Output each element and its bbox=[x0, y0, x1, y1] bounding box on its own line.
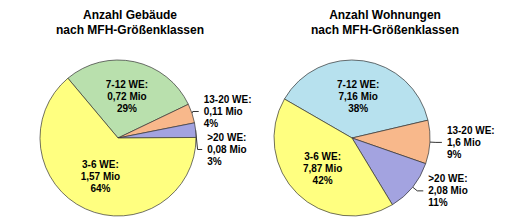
svg-text:Anzahl Gebäude: Anzahl Gebäude bbox=[83, 8, 177, 22]
svg-text:>20 WE:: >20 WE: bbox=[428, 173, 467, 184]
svg-text:7-12 WE:: 7-12 WE: bbox=[106, 79, 148, 90]
svg-text:0,08 Mio: 0,08 Mio bbox=[207, 144, 246, 155]
svg-text:nach MFH-Größenklassen: nach MFH-Größenklassen bbox=[56, 23, 204, 37]
svg-text:7,87 Mio: 7,87 Mio bbox=[303, 163, 342, 174]
svg-text:4%: 4% bbox=[204, 118, 219, 129]
svg-text:3-6 WE:: 3-6 WE: bbox=[82, 159, 119, 170]
svg-text:38%: 38% bbox=[348, 103, 368, 114]
svg-text:13-20 WE:: 13-20 WE: bbox=[204, 94, 252, 105]
svg-text:nach MFH-Größenklassen: nach MFH-Größenklassen bbox=[311, 23, 459, 37]
svg-text:2,08 Mio: 2,08 Mio bbox=[428, 185, 467, 196]
svg-text:3-6 WE:: 3-6 WE: bbox=[304, 151, 341, 162]
svg-text:64%: 64% bbox=[90, 183, 110, 194]
svg-text:42%: 42% bbox=[313, 175, 333, 186]
svg-text:Anzahl Wohnungen: Anzahl Wohnungen bbox=[329, 8, 441, 22]
svg-text:>20 WE:: >20 WE: bbox=[207, 132, 246, 143]
svg-text:11%: 11% bbox=[428, 197, 448, 208]
svg-text:13-20 WE:: 13-20 WE: bbox=[447, 125, 495, 136]
svg-text:3%: 3% bbox=[207, 156, 222, 167]
svg-text:1,6 Mio: 1,6 Mio bbox=[447, 137, 481, 148]
svg-text:1,57 Mio: 1,57 Mio bbox=[81, 171, 120, 182]
svg-text:29%: 29% bbox=[117, 103, 137, 114]
svg-text:7-12 WE:: 7-12 WE: bbox=[337, 79, 379, 90]
svg-text:0,72 Mio: 0,72 Mio bbox=[107, 91, 146, 102]
svg-text:7,16 Mio: 7,16 Mio bbox=[338, 91, 377, 102]
svg-text:0,11 Mio: 0,11 Mio bbox=[204, 106, 243, 117]
svg-text:9%: 9% bbox=[447, 149, 462, 160]
